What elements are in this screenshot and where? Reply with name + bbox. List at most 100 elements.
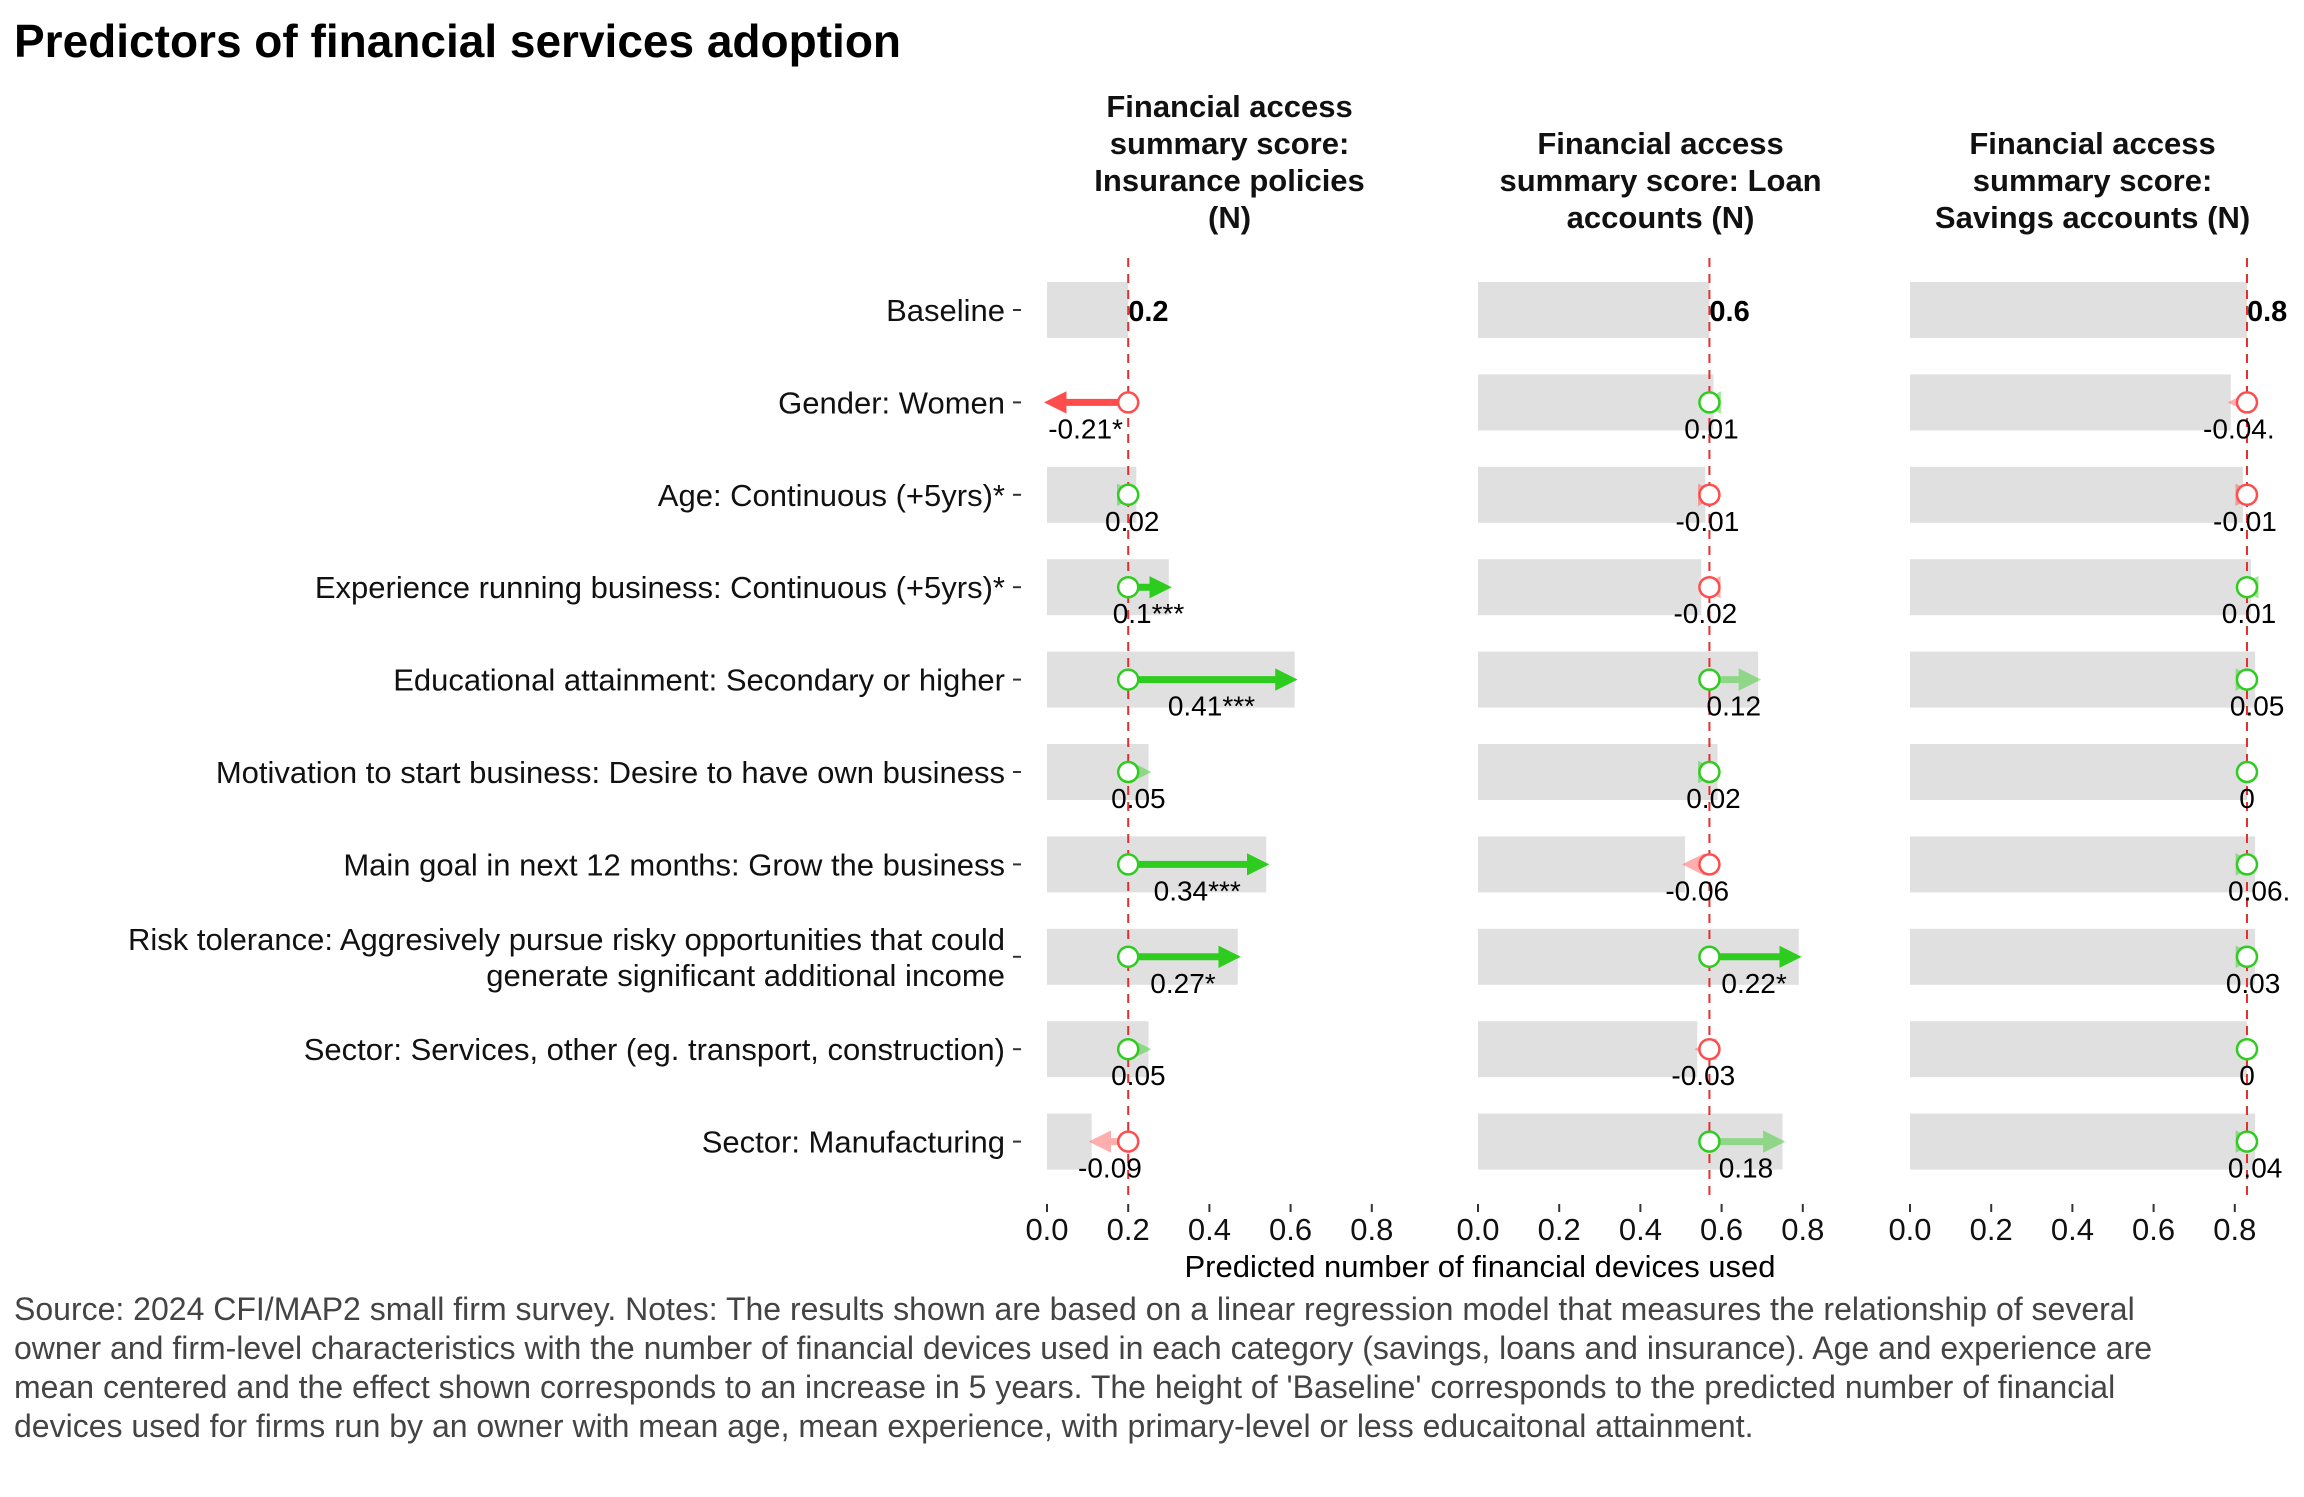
predicted-bar bbox=[1478, 1113, 1783, 1170]
effect-value-label: 0.12 bbox=[1707, 691, 1762, 722]
panel-title: accounts (N) bbox=[1567, 200, 1755, 235]
baseline-point bbox=[1698, 483, 1721, 507]
category-label: Main goal in next 12 months: Grow the bu… bbox=[343, 847, 1005, 882]
baseline-point bbox=[1698, 760, 1721, 784]
baseline-point bbox=[1116, 1037, 1140, 1061]
baseline-point bbox=[2235, 760, 2259, 784]
x-tick-label: 0.8 bbox=[1350, 1212, 1393, 1247]
baseline-point bbox=[1698, 391, 1721, 414]
effect-value-label: 0 bbox=[2239, 1060, 2255, 1091]
baseline-value-label: 0.2 bbox=[1128, 296, 1168, 328]
baseline-point bbox=[1698, 1130, 1721, 1153]
baseline-bar bbox=[1047, 282, 1129, 338]
effect-value-label: 0.22* bbox=[1721, 968, 1786, 999]
predicted-bar bbox=[1478, 744, 1718, 800]
baseline-point bbox=[2235, 668, 2259, 691]
effect-value-label: 0.02 bbox=[1686, 783, 1741, 814]
effect-value-label: 0.1*** bbox=[1113, 598, 1185, 629]
chart-caption: Source: 2024 CFI/MAP2 small firm survey.… bbox=[14, 1291, 2153, 1444]
effect-value-label: 0.05 bbox=[1111, 783, 1166, 814]
x-tick-label: 0.8 bbox=[2213, 1212, 2256, 1247]
baseline-value-label: 0.6 bbox=[1709, 296, 1749, 328]
effect-value-label: 0.05 bbox=[2230, 691, 2285, 722]
x-tick-label: 0.0 bbox=[1025, 1212, 1068, 1247]
x-tick-label: 0.6 bbox=[1700, 1212, 1743, 1247]
baseline-point bbox=[1698, 853, 1721, 876]
baseline-point bbox=[1116, 483, 1140, 507]
predicted-bar bbox=[1478, 374, 1714, 431]
panel-title: summary score: bbox=[1973, 163, 2213, 198]
baseline-point bbox=[1116, 1130, 1140, 1153]
baseline-point bbox=[1698, 945, 1721, 969]
category-label: Sector: Services, other (eg. transport, … bbox=[304, 1032, 1005, 1067]
predicted-bar bbox=[1478, 836, 1686, 893]
predicted-bar bbox=[1047, 1113, 1092, 1170]
effect-value-label: 0.06. bbox=[2228, 875, 2290, 906]
category-label: Age: Continuous (+5yrs)* bbox=[658, 478, 1005, 513]
baseline-point bbox=[1116, 575, 1140, 599]
effect-value-label: -0.21* bbox=[1048, 413, 1123, 444]
chart-title: Predictors of financial services adoptio… bbox=[14, 15, 902, 67]
panel-title: Financial access bbox=[1106, 89, 1352, 124]
effect-value-label: 0.02 bbox=[1105, 506, 1160, 537]
effect-value-label: 0.18 bbox=[1719, 1153, 1774, 1184]
baseline-point bbox=[2235, 1037, 2259, 1061]
x-tick-label: 0.2 bbox=[1538, 1212, 1581, 1247]
x-tick-label: 0.4 bbox=[2051, 1212, 2094, 1247]
x-tick-label: 0.2 bbox=[1970, 1212, 2013, 1247]
x-tick-label: 0.0 bbox=[1456, 1212, 1499, 1247]
effect-value-label: -0.09 bbox=[1078, 1153, 1142, 1184]
baseline-bar bbox=[1478, 282, 1710, 338]
x-axis-label: Predicted number of financial devices us… bbox=[1184, 1249, 1775, 1284]
predicted-bar bbox=[1910, 374, 2231, 431]
predicted-bar bbox=[1478, 466, 1706, 523]
baseline-point bbox=[1698, 1037, 1721, 1061]
x-tick-label: 0.6 bbox=[1269, 1212, 1312, 1247]
effect-value-label: 0 bbox=[2239, 783, 2255, 814]
category-label: Motivation to start business: Desire to … bbox=[216, 755, 1005, 790]
category-labels: Baseline Gender: Women Age: Continuous (+5… bbox=[128, 293, 1021, 1160]
panel-title: Financial access bbox=[1969, 126, 2215, 161]
x-tick-label: 0.0 bbox=[1888, 1212, 1931, 1247]
baseline-point bbox=[1116, 668, 1140, 691]
baseline-point bbox=[1116, 945, 1140, 969]
predicted-bar bbox=[1910, 1021, 2247, 1078]
predicted-bar bbox=[1910, 651, 2256, 708]
panel-title: Insurance policies bbox=[1094, 163, 1365, 198]
baseline-point bbox=[2235, 575, 2259, 599]
baseline-point bbox=[1116, 391, 1140, 414]
baseline-bar bbox=[1910, 282, 2247, 338]
x-tick-label: 0.4 bbox=[1619, 1212, 1662, 1247]
predicted-bar bbox=[1478, 559, 1702, 616]
effect-value-label: -0.01 bbox=[2213, 506, 2277, 537]
effect-value-label: 0.01 bbox=[1684, 413, 1739, 444]
effect-value-label: -0.06 bbox=[1665, 875, 1729, 906]
x-tick-label: 0.4 bbox=[1188, 1212, 1231, 1247]
panel-title: Savings accounts (N) bbox=[1935, 200, 2250, 235]
baseline-point bbox=[2235, 945, 2259, 969]
panel-title: (N) bbox=[1208, 200, 1251, 235]
predicted-bar bbox=[1910, 559, 2252, 616]
effect-value-label: 0.04 bbox=[2228, 1153, 2283, 1184]
effect-value-label: -0.03 bbox=[1671, 1060, 1735, 1091]
category-label: Baseline bbox=[886, 293, 1005, 328]
effect-value-label: 0.05 bbox=[1111, 1060, 1166, 1091]
predicted-bar bbox=[1910, 744, 2247, 800]
panel-title: summary score: bbox=[1110, 126, 1350, 161]
predicted-bar bbox=[1910, 928, 2256, 985]
baseline-point bbox=[1698, 668, 1721, 691]
effect-value-label: 0.03 bbox=[2226, 968, 2281, 999]
effect-value-label: 0.34*** bbox=[1154, 875, 1241, 906]
baseline-point bbox=[2235, 853, 2259, 876]
x-tick-label: 0.6 bbox=[2132, 1212, 2175, 1247]
predicted-bar bbox=[1910, 836, 2256, 893]
panel-title: Financial access bbox=[1537, 126, 1783, 161]
predicted-bar bbox=[1910, 1113, 2256, 1170]
category-label: Experience running business: Continuous … bbox=[315, 570, 1005, 605]
category-label: Gender: Women bbox=[778, 385, 1005, 420]
